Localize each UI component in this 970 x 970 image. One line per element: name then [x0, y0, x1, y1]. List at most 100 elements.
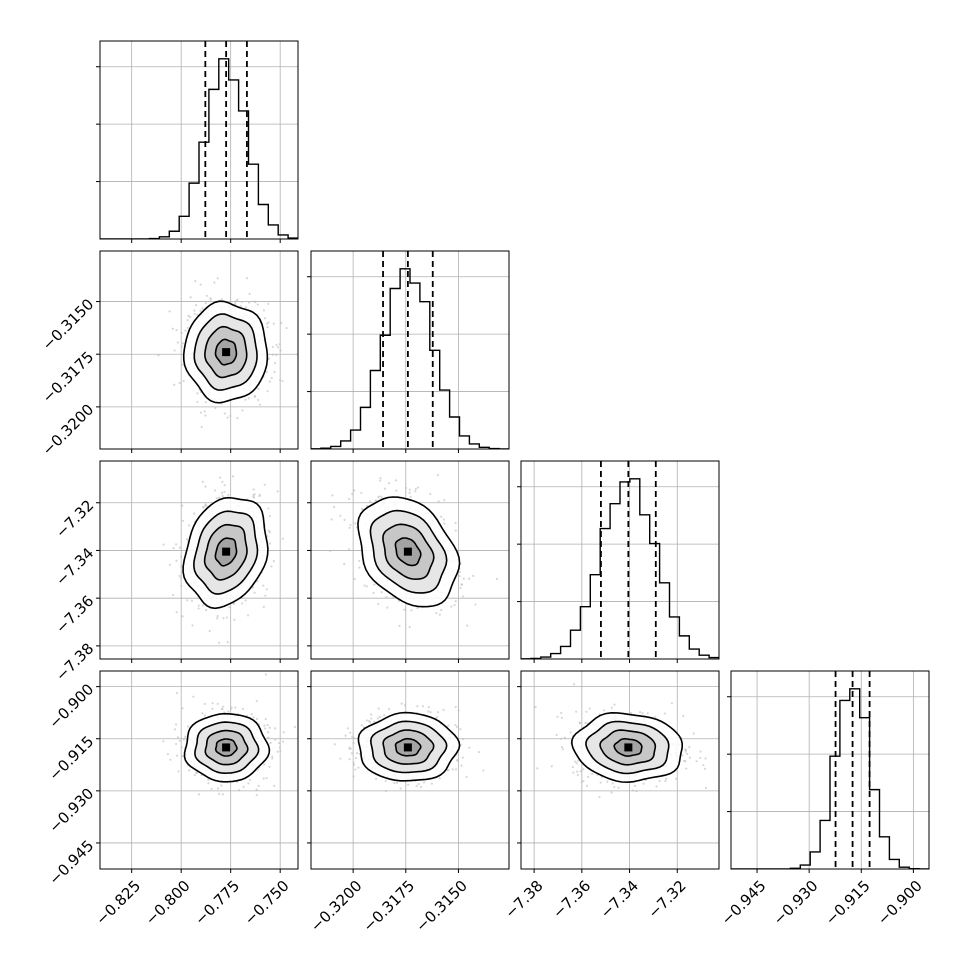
sample-point [241, 707, 245, 710]
sample-point [372, 591, 375, 595]
sample-point [443, 499, 446, 502]
density-peak [403, 743, 412, 752]
panel-content [311, 671, 509, 869]
panel-content [311, 251, 509, 449]
sample-point [276, 750, 279, 753]
sample-point [348, 548, 351, 551]
sample-point [241, 409, 244, 412]
sample-point [422, 781, 426, 784]
sample-point [440, 515, 443, 518]
sample-point [343, 518, 346, 521]
sample-point [267, 357, 271, 360]
sample-point [204, 414, 207, 417]
contour-0 [182, 496, 269, 610]
sample-point [606, 780, 609, 783]
ytick-label-2-0: −7.38 [52, 640, 97, 685]
sample-point [255, 793, 258, 797]
sample-point [472, 574, 475, 577]
sample-point [580, 781, 583, 784]
panel-content [521, 461, 719, 659]
sample-point [199, 283, 202, 286]
sample-point [273, 361, 277, 365]
sample-point [281, 379, 284, 383]
sample-point [172, 593, 175, 597]
sample-point [437, 500, 440, 503]
sample-point [193, 312, 196, 315]
sample-point [178, 382, 181, 385]
sample-point [353, 736, 356, 739]
sample-point [180, 565, 183, 568]
sample-point [262, 309, 266, 312]
sample-point [175, 559, 178, 562]
sample-point [582, 779, 585, 783]
contour-3 [214, 338, 238, 366]
sample-point [550, 765, 553, 768]
sample-point [579, 770, 582, 773]
contour-2 [204, 729, 249, 766]
sample-point [277, 741, 281, 745]
sample-point [408, 491, 411, 494]
sample-point [353, 489, 356, 492]
sample-point [352, 761, 355, 765]
sample-point [236, 298, 239, 301]
sample-point [213, 489, 217, 492]
sample-point [267, 529, 270, 532]
sample-point [181, 615, 184, 618]
sample-point [205, 294, 208, 297]
sample-point [599, 781, 602, 784]
sample-point [211, 702, 214, 705]
sample-point [228, 606, 231, 609]
sample-point [278, 378, 282, 382]
sample-point [461, 737, 465, 741]
sample-point [407, 783, 410, 786]
sample-point [352, 775, 355, 778]
panel-frame [99, 670, 299, 870]
sample-point [585, 784, 589, 787]
sample-point [415, 784, 418, 788]
sample-point [210, 787, 213, 791]
sample-point [692, 732, 695, 735]
sample-point [181, 342, 185, 345]
sample-point [264, 673, 267, 676]
sample-point [582, 768, 585, 771]
sample-point [409, 495, 412, 498]
contour-1 [193, 510, 259, 595]
xtick-label-2-0: −7.38 [501, 877, 546, 922]
ytick-label-1-3: −0.3150 [39, 295, 98, 354]
sample-point [267, 736, 270, 739]
sample-point [188, 769, 191, 772]
sample-point [252, 488, 255, 491]
sample-point [695, 760, 698, 763]
sample-point [221, 793, 224, 796]
sample-point [576, 770, 579, 773]
sample-point [175, 692, 179, 695]
sample-point [269, 531, 272, 534]
sample-point [571, 765, 574, 769]
sample-point [207, 778, 210, 781]
sample-point [574, 760, 577, 763]
sample-point [285, 326, 288, 330]
ytick-label-3-0: −0.945 [45, 837, 97, 889]
sample-point [380, 496, 383, 499]
sample-point [266, 731, 270, 734]
panel-content [100, 671, 298, 869]
sample-point [384, 789, 387, 793]
contour-1 [585, 720, 670, 775]
sample-point [588, 707, 591, 710]
sample-point [576, 773, 579, 777]
contour-1 [369, 720, 448, 774]
sample-point [162, 543, 165, 546]
sample-point [379, 479, 382, 482]
sample-point [393, 781, 396, 785]
sample-point [186, 599, 189, 602]
sample-point [427, 710, 430, 713]
sample-point [281, 740, 285, 743]
sample-point [268, 380, 271, 383]
panel-frame [310, 250, 510, 450]
sample-point [189, 296, 192, 299]
sample-point [578, 721, 581, 724]
sample-point [395, 781, 399, 784]
sample-point [419, 785, 423, 789]
sample-point [216, 617, 219, 620]
sample-point [348, 746, 351, 749]
